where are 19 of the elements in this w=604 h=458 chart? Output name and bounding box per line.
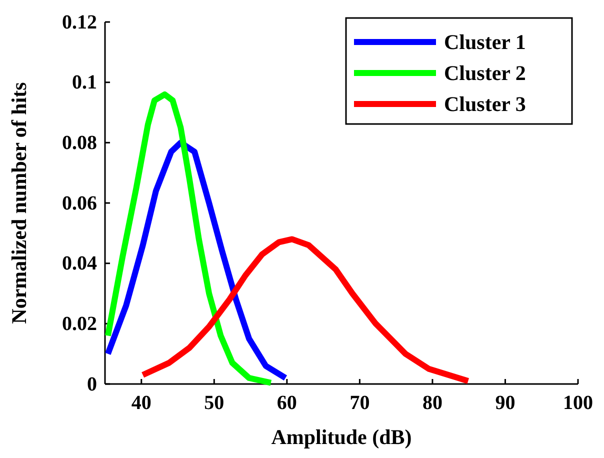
legend-label: Cluster 2 [444,61,526,85]
x-tick-label: 90 [495,392,516,414]
x-tick-label: 80 [422,392,442,414]
x-tick-label: 100 [563,392,593,414]
y-tick-label: 0.12 [62,11,97,34]
y-axis-title: Normalized number of hits [7,82,31,324]
y-tick-label: 0 [87,373,97,396]
y-tick-label: 0.1 [72,72,97,94]
x-tick-label: 50 [204,392,224,414]
y-tick-label: 0.04 [62,252,97,275]
legend-label: Cluster 1 [444,30,526,54]
x-tick-label: 70 [350,392,370,414]
y-tick-label: 0.06 [62,192,97,214]
y-tick-label: 0.08 [62,132,97,154]
x-axis-title: Amplitude (dB) [271,425,412,449]
x-tick-label: 40 [131,392,152,414]
legend-label: Cluster 3 [444,92,526,116]
y-tick-label: 0.02 [62,313,97,336]
x-tick-label: 60 [276,392,297,414]
